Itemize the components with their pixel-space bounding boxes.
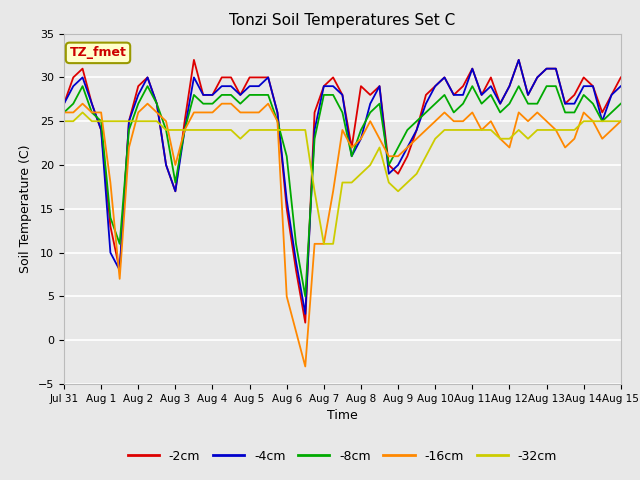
-32cm bbox=[376, 144, 383, 150]
-4cm bbox=[301, 311, 309, 317]
-32cm bbox=[60, 118, 68, 124]
-4cm bbox=[403, 144, 411, 150]
-16cm bbox=[79, 101, 86, 107]
-32cm bbox=[561, 127, 569, 133]
-32cm bbox=[79, 109, 86, 115]
-4cm bbox=[172, 188, 179, 194]
Line: -8cm: -8cm bbox=[64, 86, 621, 296]
-8cm bbox=[413, 118, 420, 124]
-4cm bbox=[190, 74, 198, 80]
-4cm bbox=[366, 101, 374, 107]
-2cm bbox=[617, 74, 625, 80]
-32cm bbox=[617, 118, 625, 124]
-8cm bbox=[301, 293, 309, 300]
-16cm bbox=[617, 118, 625, 124]
-2cm bbox=[172, 188, 179, 194]
-2cm bbox=[376, 84, 383, 89]
Line: -16cm: -16cm bbox=[64, 104, 621, 367]
-16cm bbox=[413, 136, 420, 142]
-4cm bbox=[617, 84, 625, 89]
-8cm bbox=[60, 109, 68, 115]
-8cm bbox=[180, 127, 188, 133]
-4cm bbox=[255, 84, 263, 89]
Title: Tonzi Soil Temperatures Set C: Tonzi Soil Temperatures Set C bbox=[229, 13, 456, 28]
-32cm bbox=[320, 241, 328, 247]
-4cm bbox=[60, 101, 68, 107]
Legend: -2cm, -4cm, -8cm, -16cm, -32cm: -2cm, -4cm, -8cm, -16cm, -32cm bbox=[123, 444, 562, 468]
-16cm bbox=[301, 364, 309, 370]
Line: -32cm: -32cm bbox=[64, 112, 621, 244]
-16cm bbox=[180, 127, 188, 133]
-8cm bbox=[79, 84, 86, 89]
-32cm bbox=[180, 127, 188, 133]
-2cm bbox=[561, 101, 569, 107]
-16cm bbox=[376, 136, 383, 142]
Y-axis label: Soil Temperature (C): Soil Temperature (C) bbox=[19, 144, 33, 273]
-2cm bbox=[301, 320, 309, 325]
-4cm bbox=[561, 101, 569, 107]
-2cm bbox=[60, 101, 68, 107]
Text: TZ_fmet: TZ_fmet bbox=[70, 47, 127, 60]
-8cm bbox=[264, 92, 272, 98]
-8cm bbox=[561, 109, 569, 115]
-2cm bbox=[264, 74, 272, 80]
-8cm bbox=[617, 101, 625, 107]
-32cm bbox=[413, 171, 420, 177]
X-axis label: Time: Time bbox=[327, 409, 358, 422]
-4cm bbox=[515, 57, 523, 63]
-16cm bbox=[561, 144, 569, 150]
-16cm bbox=[264, 101, 272, 107]
Line: -4cm: -4cm bbox=[64, 60, 621, 314]
-16cm bbox=[60, 109, 68, 115]
-32cm bbox=[200, 127, 207, 133]
-32cm bbox=[264, 127, 272, 133]
-8cm bbox=[376, 101, 383, 107]
Line: -2cm: -2cm bbox=[64, 60, 621, 323]
-2cm bbox=[190, 57, 198, 63]
-16cm bbox=[200, 109, 207, 115]
-2cm bbox=[413, 127, 420, 133]
-8cm bbox=[200, 101, 207, 107]
-2cm bbox=[200, 92, 207, 98]
